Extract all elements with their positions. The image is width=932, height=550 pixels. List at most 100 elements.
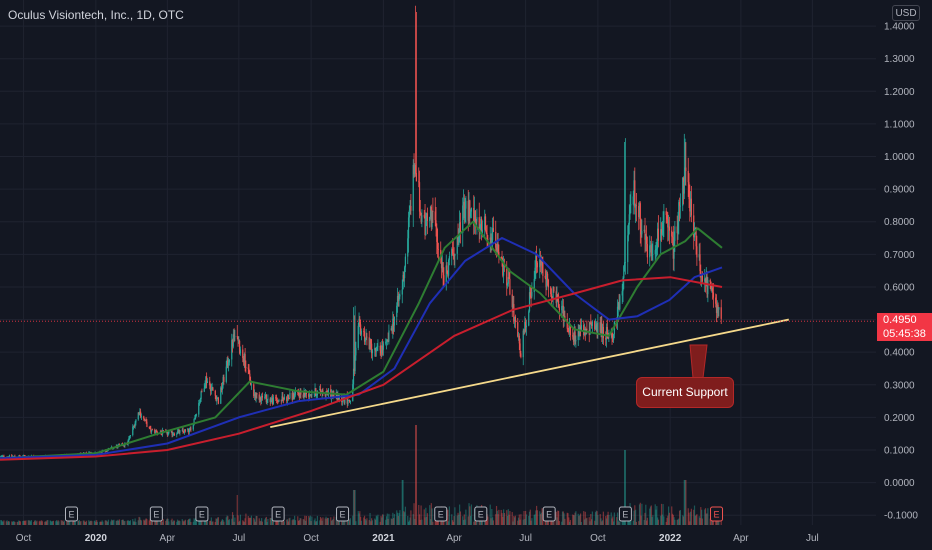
candle-body [550,294,553,298]
candle-body [525,321,527,328]
volume-bar [498,509,500,525]
candle-body [358,318,360,326]
volume-bar [704,509,706,525]
candle-body [375,347,377,352]
volume-bar [101,520,103,525]
earnings-marker-label: E [199,510,205,520]
volume-bar [634,509,637,525]
candle-body [657,228,659,241]
volume-bar [685,480,687,525]
volume-bar [189,518,191,525]
candle-body [330,393,333,399]
candle-body [19,455,21,457]
candle-body [591,321,593,326]
candle-body [234,336,236,338]
candle-body [366,336,368,338]
candle-body [239,340,241,354]
candle-body [572,336,575,342]
volume-bar [492,520,494,525]
volume-bar [451,514,453,525]
candle-body [437,241,439,250]
volume-bar [338,520,341,525]
volume-bar [220,520,223,525]
volume-bar [342,518,344,525]
earnings-marker: E [336,506,350,522]
candle-body [634,180,636,208]
y-tick-label: 1.0000 [884,152,915,163]
candle-body [644,229,646,240]
candle-body [546,273,548,287]
candle-body [289,392,291,399]
volume-bar [407,521,410,525]
candle-body [720,307,722,319]
candle-body [363,331,366,342]
volume-bar [396,512,399,525]
price-axis[interactable] [876,0,932,550]
candle-body [701,275,703,282]
volume-bar [689,521,691,525]
volume-bar [586,517,588,525]
candle-body [689,199,691,212]
volume-bar [343,521,345,525]
candle-body [473,210,476,226]
volume-bar [551,518,553,525]
candle-body [616,306,619,323]
candle-body [624,262,626,263]
volume-bar [418,504,420,525]
volume-bar [107,521,109,525]
candle-body [651,254,653,256]
candle-body [715,297,717,304]
volume-bar [401,480,403,525]
volume-bar [210,517,212,525]
volume-bar [530,520,532,525]
volume-bar [661,514,663,525]
volume-bar [24,521,26,525]
volume-bar [303,519,305,525]
currency-badge[interactable]: USD [892,5,920,21]
candle-body [403,274,405,279]
candle-body [707,279,709,295]
volume-bar [325,516,327,525]
volume-bar [352,515,354,525]
candle-body [194,418,196,420]
candle-body [676,226,678,234]
candle-body [294,394,296,399]
earnings-marker-label: E [275,510,281,520]
candle-body [441,262,443,269]
volume-bar [89,520,91,525]
volume-bar [34,520,36,525]
candle-body [398,296,400,301]
candle-body [211,387,213,389]
volume-bar [386,513,388,525]
candle-body [327,394,329,396]
candle-body [209,381,211,386]
candle-body [660,229,663,235]
candle-body [148,426,150,428]
candle-body [473,208,475,226]
volume-bar [489,504,491,525]
volume-bar [645,520,648,525]
candle-body [706,276,708,295]
volume-bar [574,512,576,525]
candle-body [243,354,245,363]
time-axis[interactable] [0,525,932,550]
volume-bar [610,512,612,525]
volume-bar [641,503,643,525]
volume-bar [673,517,675,525]
candle-body [619,295,621,310]
candle-body [544,275,546,278]
y-tick-label: 1.3000 [884,54,915,65]
volume-bar [415,425,417,525]
candle-body [359,318,361,325]
volume-bar [425,507,427,525]
candle-body [704,278,706,282]
volume-bar [546,518,549,525]
candle-body [539,259,542,266]
volume-bar [161,520,163,525]
candle-body [3,455,5,458]
candle-body [530,296,532,298]
candle-body [298,394,300,398]
volume-bar [517,517,520,525]
candle-body [347,400,349,404]
